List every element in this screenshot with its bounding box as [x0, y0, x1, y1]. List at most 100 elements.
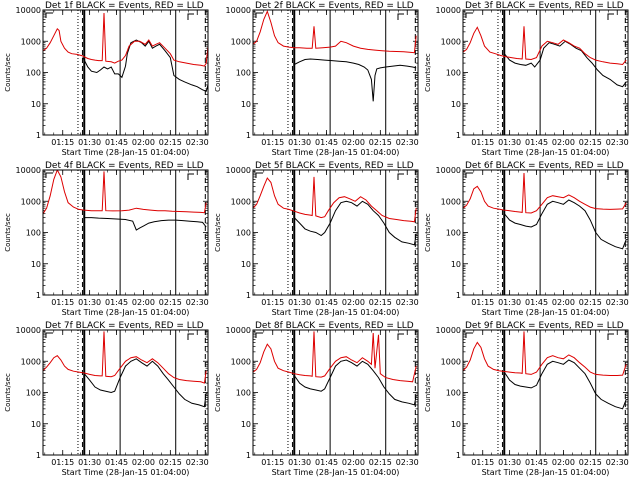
- panel-7: Det 7f BLACK = Events, RED = LLD 1 10 100 10…: [4, 321, 209, 477]
- y-tick-label: 1: [36, 451, 41, 460]
- y-tick-label: 1: [246, 131, 251, 140]
- x-tick-label: 01:15: [261, 458, 284, 467]
- chart-title: Det 3f BLACK = Events, RED = LLD: [465, 1, 624, 11]
- y-tick-label: 10: [451, 420, 461, 429]
- y-tick-label: 10000: [16, 326, 41, 335]
- y-tick-label: 1: [246, 291, 251, 300]
- x-tick-label: 02:15: [579, 458, 602, 467]
- y-tick-label: 10000: [16, 166, 41, 175]
- x-tick-label: 02:00: [342, 298, 365, 307]
- plot-frame: [252, 9, 419, 136]
- x-axis-label: Start Time (28-Jan-15 01:04:00): [272, 308, 400, 317]
- x-tick-label: 01:30: [78, 138, 101, 147]
- lld-series-line: [253, 10, 417, 54]
- y-tick-label: 10000: [226, 6, 251, 15]
- y-tick-label: 10: [451, 260, 461, 269]
- x-tick-label: 02:30: [186, 458, 209, 467]
- plot-frame: [42, 169, 209, 296]
- x-tick-label: 01:15: [471, 138, 494, 147]
- x-tick-label: 02:00: [552, 298, 575, 307]
- corner-bracket: [45, 332, 53, 338]
- x-axis-label: Start Time (28-Jan-15 01:04:00): [62, 148, 190, 157]
- y-tick-label: 100: [26, 229, 41, 238]
- corner-bracket: [45, 12, 53, 18]
- lld-series-line: [43, 331, 207, 384]
- corner-bracket: [255, 12, 263, 18]
- x-tick-label: 01:45: [525, 458, 548, 467]
- corner-bracket: [465, 332, 473, 338]
- x-tick-label: 02:00: [552, 458, 575, 467]
- y-tick-label: 10000: [436, 166, 461, 175]
- y-axis-label: Counts/sec: [4, 213, 12, 252]
- corner-bracket: [607, 333, 614, 340]
- lld-series-line: [43, 170, 207, 214]
- x-tick-label: 01:15: [261, 298, 284, 307]
- panel-1: Det 1f BLACK = Events, RED = LLD 1 10 100 10…: [4, 1, 209, 157]
- y-tick-label: 1000: [21, 357, 41, 366]
- lld-series-line: [463, 172, 627, 214]
- y-axis-label: Counts/sec: [214, 373, 222, 412]
- panel-9: Det 9f BLACK = Events, RED = LLD 1 10 100 10…: [424, 321, 629, 477]
- x-tick-label: 02:30: [396, 138, 419, 147]
- y-tick-label: 100: [446, 69, 461, 78]
- y-tick-label: 1000: [231, 197, 251, 206]
- x-tick-label: 02:15: [369, 138, 392, 147]
- events-series-line: [83, 358, 207, 408]
- y-tick-label: 1000: [21, 37, 41, 46]
- panel-2: Det 2f BLACK = Events, RED = LLD 1 10 100 10…: [214, 1, 419, 157]
- lld-series-line: [253, 176, 417, 223]
- x-axis-label: Start Time (28-Jan-15 01:04:00): [272, 148, 400, 157]
- corner-bracket: [607, 173, 614, 180]
- events-series-line: [503, 40, 627, 88]
- y-axis-label: Counts/sec: [424, 213, 432, 252]
- x-tick-label: 01:15: [51, 298, 74, 307]
- x-tick-label: 02:00: [342, 138, 365, 147]
- x-tick-label: 02:15: [579, 298, 602, 307]
- x-tick-label: 02:30: [186, 298, 209, 307]
- y-tick-label: 10000: [436, 6, 461, 15]
- x-tick-label: 02:15: [369, 458, 392, 467]
- x-tick-label: 01:15: [51, 458, 74, 467]
- x-tick-label: 01:45: [105, 138, 128, 147]
- y-tick-label: 10000: [226, 326, 251, 335]
- y-tick-label: 1: [36, 131, 41, 140]
- lld-series-line: [463, 26, 627, 66]
- x-tick-label: 01:30: [288, 458, 311, 467]
- events-series-line: [293, 200, 417, 246]
- x-axis-label: Start Time (28-Jan-15 01:04:00): [482, 468, 610, 477]
- x-tick-label: 02:15: [579, 138, 602, 147]
- events-series-line: [294, 58, 417, 102]
- x-tick-label: 02:00: [342, 458, 365, 467]
- y-tick-label: 10: [31, 420, 41, 429]
- y-tick-label: 10: [241, 260, 251, 269]
- chart-title: Det 6f BLACK = Events, RED = LLD: [465, 161, 624, 171]
- x-tick-label: 01:30: [288, 298, 311, 307]
- y-tick-label: 100: [236, 389, 251, 398]
- y-tick-label: 1000: [441, 37, 461, 46]
- y-tick-label: 1: [456, 291, 461, 300]
- panel-3: Det 3f BLACK = Events, RED = LLD 1 10 100 10…: [424, 1, 629, 157]
- events-series-line: [84, 217, 207, 231]
- x-tick-label: 02:00: [132, 458, 155, 467]
- x-tick-label: 01:15: [51, 138, 74, 147]
- y-tick-label: 10: [241, 420, 251, 429]
- y-tick-label: 10: [31, 260, 41, 269]
- x-tick-label: 02:15: [369, 298, 392, 307]
- y-tick-label: 1000: [21, 197, 41, 206]
- y-tick-label: 100: [446, 389, 461, 398]
- x-tick-label: 01:45: [105, 298, 128, 307]
- x-tick-label: 02:00: [132, 138, 155, 147]
- y-axis-label: Counts/sec: [4, 53, 12, 92]
- x-tick-label: 02:15: [159, 298, 182, 307]
- x-axis-label: Start Time (28-Jan-15 01:04:00): [482, 148, 610, 157]
- corner-bracket: [187, 333, 194, 340]
- y-axis-label: Counts/sec: [214, 53, 222, 92]
- x-axis-label: Start Time (28-Jan-15 01:04:00): [272, 468, 400, 477]
- y-tick-label: 1: [246, 451, 251, 460]
- events-series-line: [82, 39, 208, 92]
- plot-frame: [42, 329, 209, 456]
- y-tick-label: 10: [31, 100, 41, 109]
- y-tick-label: 10000: [16, 6, 41, 15]
- y-axis-label: Counts/sec: [214, 213, 222, 252]
